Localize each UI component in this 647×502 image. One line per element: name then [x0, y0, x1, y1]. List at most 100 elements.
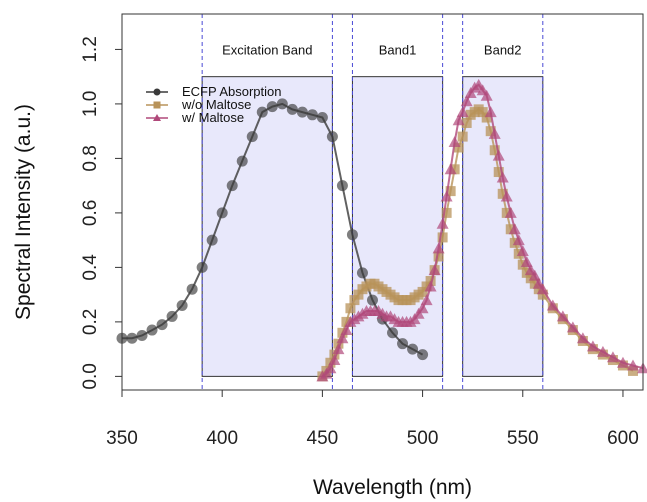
legend-marker [153, 114, 161, 121]
series-1-point [186, 283, 198, 295]
series-2-point [453, 142, 464, 153]
series-3-point [606, 351, 619, 363]
legend-label: w/o Maltose [181, 97, 251, 112]
series-1-point [316, 112, 328, 124]
series-2-point [421, 281, 432, 292]
series-1-point [266, 101, 278, 113]
series-1 [116, 98, 429, 361]
series-3-point [328, 354, 341, 366]
series-2-point [485, 126, 496, 137]
y-tick-label: 0.4 [80, 254, 101, 281]
series-1-point [216, 207, 228, 219]
series-1-point [286, 103, 298, 115]
series-2-point [529, 278, 540, 289]
series-1-point [136, 330, 148, 342]
series-3-point [324, 362, 337, 374]
series-1-point [387, 327, 399, 339]
x-axis: 350 400 450 500 550 600 [106, 390, 639, 449]
series-3-point [424, 280, 437, 292]
series-3-point [536, 283, 549, 295]
series-3-point [546, 299, 559, 311]
y-tick-label: 1.0 [80, 91, 101, 117]
series-2-point [537, 289, 548, 300]
series-3-point [637, 362, 647, 374]
series-3-point [556, 310, 569, 322]
series-1-point [407, 343, 419, 355]
series-2-point [457, 131, 468, 142]
legend-item-3: w/ Maltose [146, 110, 244, 125]
series-1-point [226, 180, 238, 192]
series-1-point [256, 106, 268, 118]
y-tick-label: 1.2 [80, 36, 101, 62]
series-3-point [336, 332, 349, 344]
series-3-point [448, 136, 461, 148]
series-3-point [456, 106, 469, 118]
series-2-point [481, 112, 492, 123]
series-3-point [566, 321, 579, 333]
series-3-point [508, 223, 521, 235]
series-1-point [326, 131, 338, 143]
y-tick-label: 0.8 [80, 145, 101, 171]
series-3-point [488, 127, 501, 139]
series-3-point [416, 302, 429, 314]
band-region-3 [462, 76, 544, 377]
series-2-point [345, 303, 356, 314]
legend-item-2: w/o Maltose [146, 97, 251, 112]
series-1-point [296, 106, 308, 118]
y-tick-label: 0.2 [80, 309, 101, 335]
series-3-point [484, 106, 497, 118]
series-2-point [433, 251, 444, 262]
series-1-point [397, 338, 409, 350]
series-2-point [501, 207, 512, 218]
series-3-point [496, 171, 509, 183]
series-1-point [417, 349, 429, 361]
series-2-point [533, 284, 544, 295]
series-3-point [432, 242, 445, 254]
series-3-point [436, 217, 449, 229]
x-tick-label: 400 [206, 428, 238, 449]
band-region-1 [201, 76, 333, 377]
series-3-point [428, 264, 441, 276]
legend-marker [153, 88, 161, 96]
x-tick-label: 500 [407, 428, 439, 449]
series-2-point [493, 167, 504, 178]
band-label-1: Excitation Band [222, 42, 312, 57]
series-2-point [497, 188, 508, 199]
series-1-point [356, 267, 368, 279]
series-2-point [489, 145, 500, 156]
series-3-point [576, 332, 589, 344]
series-3-point [492, 149, 505, 161]
series-1-point [206, 234, 218, 246]
legend-label: w/ Maltose [181, 110, 244, 125]
legend-item-1: ECFP Absorption [146, 84, 281, 99]
y-axis-label: Spectral Intensity (a.u.) [12, 104, 35, 320]
series-1-point [196, 261, 208, 273]
band-label-3: Band2 [484, 42, 522, 57]
y-axis: 0.0 0.2 0.4 0.6 0.8 1.0 1.2 [80, 36, 122, 390]
series-3-point [616, 356, 629, 368]
series-1-point [276, 98, 288, 110]
legend-marker [153, 101, 161, 109]
series-1-point [176, 300, 188, 312]
series-2-point [437, 232, 448, 243]
legend-label: ECFP Absorption [182, 84, 281, 99]
series-2-point [441, 207, 452, 218]
series-3-point [340, 324, 353, 336]
series-3-point [596, 345, 609, 357]
series-2-point [349, 295, 360, 306]
series-3-point [504, 206, 517, 218]
series-3 [316, 78, 647, 382]
x-axis-label: Wavelength (nm) [313, 476, 472, 499]
series-1-point [336, 180, 348, 192]
series-1-point [346, 229, 358, 241]
plot-frame [121, 13, 644, 391]
series-3-point [586, 340, 599, 352]
series-3-point [332, 343, 345, 355]
series-2-point [445, 186, 456, 197]
series-2-point [477, 107, 488, 118]
series-3-point [520, 255, 533, 267]
series-3-point [452, 114, 465, 126]
series-2-point [461, 117, 472, 128]
x-tick-label: 450 [307, 428, 339, 449]
y-tick-label: 0.6 [80, 200, 101, 226]
